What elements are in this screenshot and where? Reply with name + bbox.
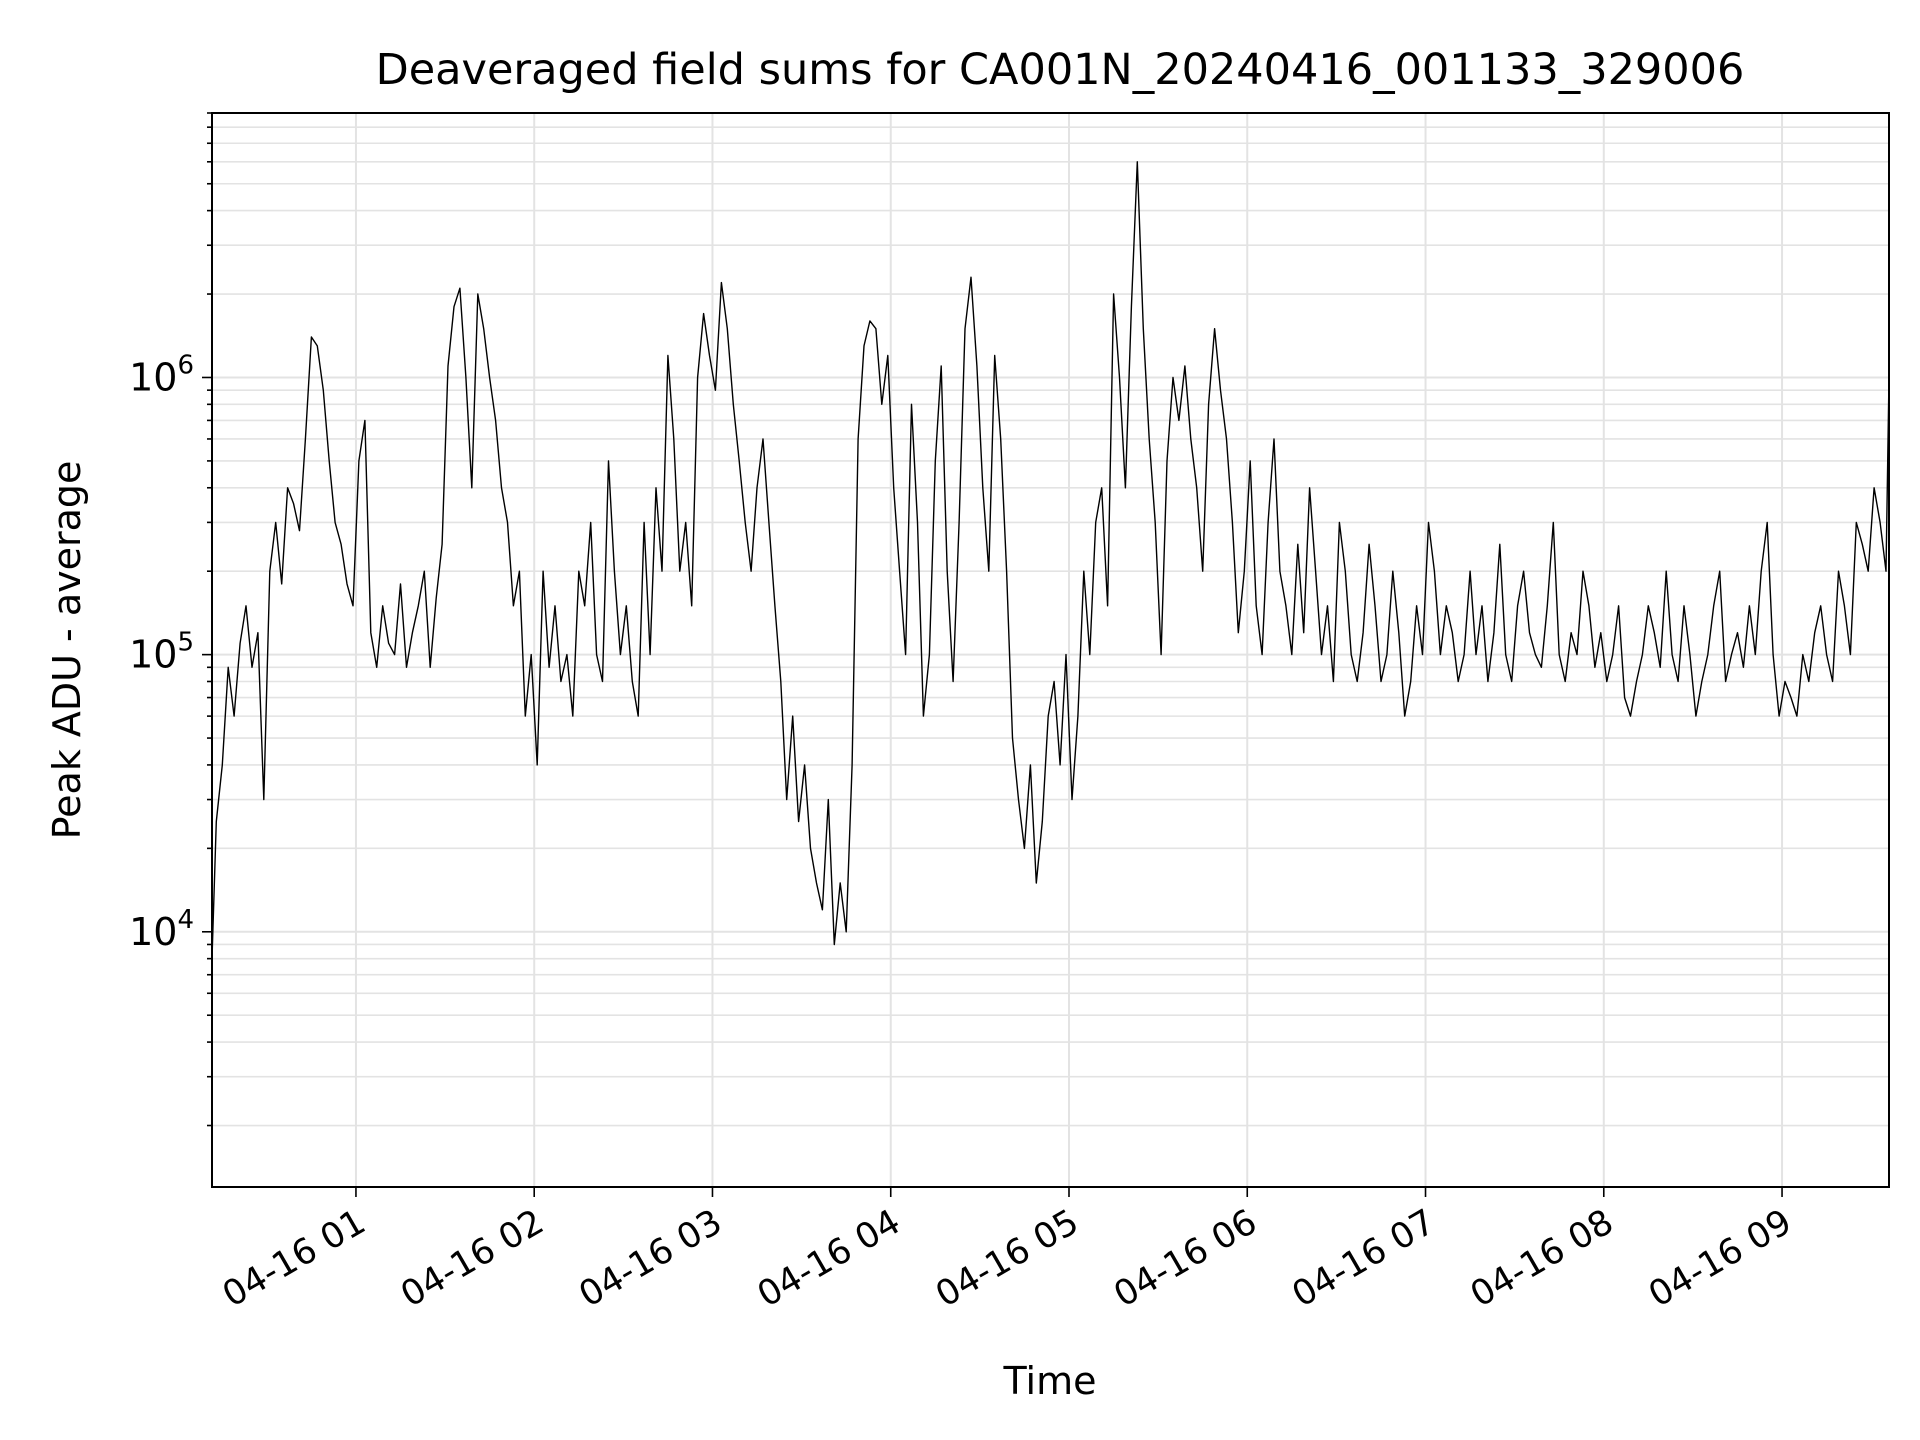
series-line	[212, 161, 1889, 959]
plot-frame	[211, 112, 1890, 1188]
y-tick-label: 106	[129, 350, 194, 399]
chart-title: Deaveraged field sums for CA001N_2024041…	[376, 45, 1745, 95]
y-tick-label: 105	[129, 628, 194, 677]
grid-lines	[212, 112, 1889, 1187]
y-tick-label: 104	[129, 905, 194, 954]
y-axis-label: Peak ADU - average	[45, 461, 89, 840]
y-axis-ticks: 104 105 106	[129, 112, 212, 1127]
x-axis-label: Time	[1003, 1359, 1097, 1403]
